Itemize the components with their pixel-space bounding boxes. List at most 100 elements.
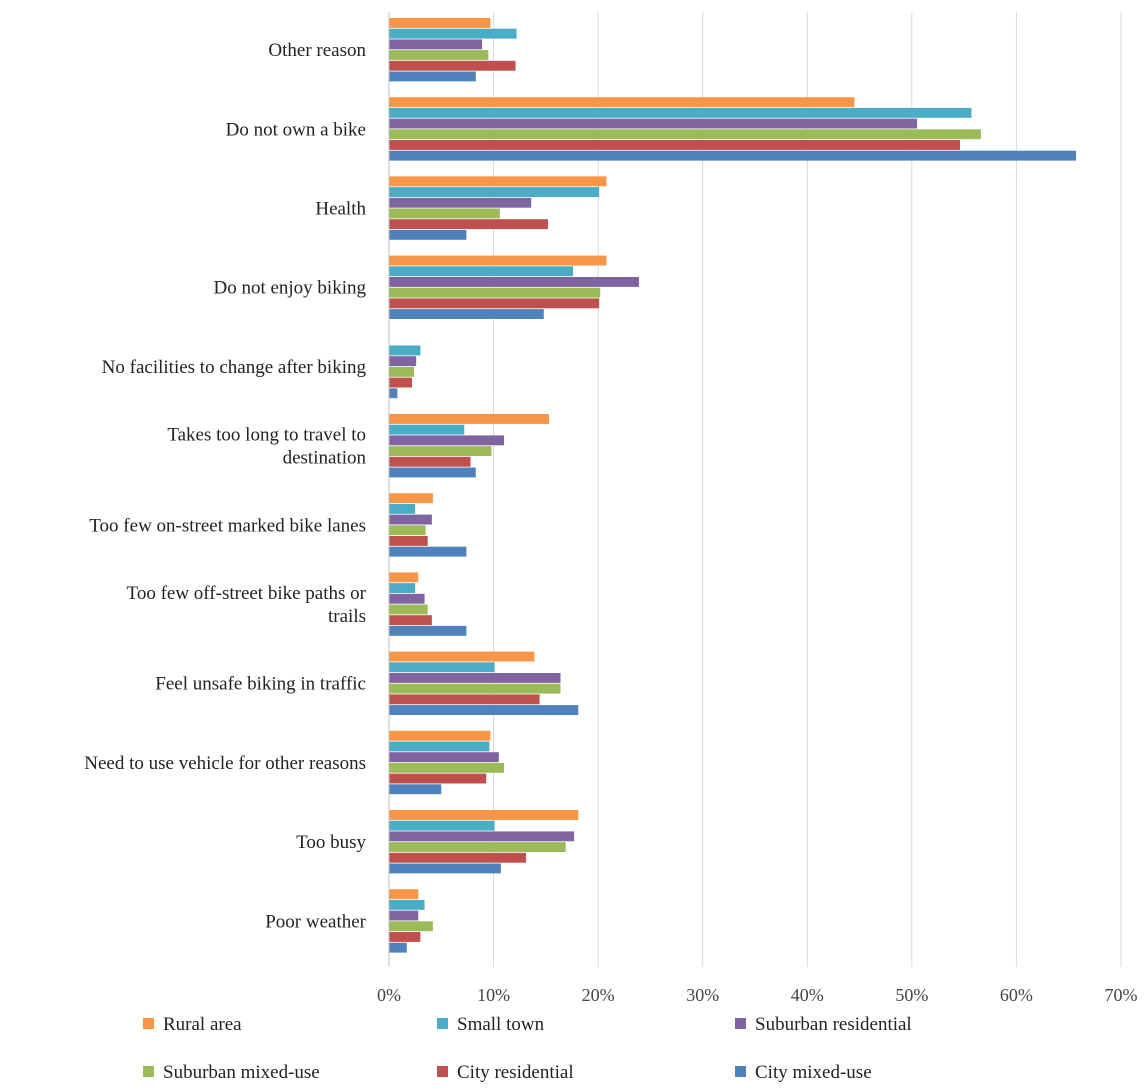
bar <box>389 287 601 298</box>
bar <box>389 503 416 514</box>
bar <box>389 932 421 942</box>
bar <box>389 255 607 266</box>
category-labels: Other reason Do not own a bike Health Do no… <box>84 40 366 932</box>
bar <box>389 140 960 150</box>
bar <box>389 615 432 626</box>
bar <box>389 536 428 546</box>
bar <box>389 752 499 763</box>
legend-item: City mixed-use <box>735 1062 872 1083</box>
bar <box>389 921 433 932</box>
bar <box>389 467 476 478</box>
bar <box>389 39 483 50</box>
legend-swatch <box>143 1066 154 1077</box>
legend-item: Rural area <box>143 1014 242 1035</box>
bar <box>389 107 972 118</box>
category-label: Too few on-street marked bike lanes <box>89 515 366 536</box>
bar <box>389 377 413 388</box>
bar <box>389 356 417 367</box>
bar <box>389 784 442 795</box>
legend-item: Suburban mixed-use <box>143 1062 320 1083</box>
bar <box>389 604 428 615</box>
bar <box>389 150 1077 161</box>
bar <box>389 424 465 435</box>
bar <box>389 456 471 467</box>
bar <box>389 366 415 377</box>
bar <box>389 525 426 536</box>
bar <box>389 309 544 319</box>
legend-item: Suburban residential <box>735 1014 912 1035</box>
bar <box>389 583 416 593</box>
legend-swatch <box>437 1018 448 1029</box>
x-tick-label: 10% <box>477 985 510 1005</box>
bar <box>389 762 505 773</box>
legend-swatch <box>735 1018 746 1029</box>
bar <box>389 572 419 583</box>
legend-label: City mixed-use <box>755 1062 872 1083</box>
legend-swatch <box>143 1018 154 1029</box>
bar <box>389 60 516 71</box>
bar <box>389 863 501 874</box>
bar <box>389 889 419 900</box>
category-label: Do not enjoy biking <box>213 278 366 299</box>
x-tick-label: 40% <box>791 985 824 1005</box>
bar <box>389 899 425 910</box>
bar <box>389 414 549 424</box>
x-tick-label: 20% <box>582 985 615 1005</box>
legend-label: Small town <box>457 1014 545 1035</box>
bar <box>389 219 548 230</box>
category-label: trails <box>328 606 366 627</box>
bar <box>389 208 500 219</box>
bar <box>389 50 489 60</box>
category-label: destination <box>283 448 367 469</box>
bar <box>389 683 561 694</box>
bar <box>389 71 476 82</box>
bar <box>389 694 540 705</box>
bar <box>389 662 495 673</box>
legend-label: Suburban residential <box>755 1014 912 1035</box>
legend-item: City residential <box>437 1062 574 1083</box>
x-tick-label: 30% <box>686 985 719 1005</box>
gridlines <box>493 12 1122 967</box>
x-tick-label: 70% <box>1105 985 1138 1005</box>
category-label: Other reason <box>268 40 366 61</box>
bar <box>389 298 600 309</box>
bar <box>389 446 492 456</box>
bar <box>389 493 433 504</box>
category-label: Feel unsafe biking in traffic <box>155 674 366 695</box>
bar <box>389 197 532 208</box>
bar <box>389 129 981 140</box>
bar <box>389 910 419 921</box>
legend-swatch <box>735 1066 746 1077</box>
category-label: Poor weather <box>265 911 366 932</box>
bar <box>389 97 855 108</box>
bar <box>389 266 574 277</box>
legend-label: City residential <box>457 1062 574 1083</box>
legend-label: Suburban mixed-use <box>163 1062 320 1083</box>
bar <box>389 810 579 820</box>
bar <box>389 942 407 953</box>
bar <box>389 435 505 446</box>
bar <box>389 705 579 715</box>
bar <box>389 277 639 287</box>
x-tick-label: 60% <box>1000 985 1033 1005</box>
legend: Rural area Small town Suburban residential… <box>143 1014 912 1083</box>
bar <box>389 18 491 28</box>
bar <box>389 625 467 636</box>
legend-item: Small town <box>437 1014 545 1035</box>
category-label: Need to use vehicle for other reasons <box>84 753 366 774</box>
category-label: Too busy <box>296 832 366 853</box>
bar <box>389 514 432 525</box>
bar <box>389 176 607 187</box>
bar <box>389 118 918 129</box>
bars <box>389 18 1077 953</box>
legend-label: Rural area <box>163 1014 242 1035</box>
bar <box>389 820 495 831</box>
x-tick-label: 0% <box>377 985 401 1005</box>
bar <box>389 852 526 863</box>
category-label: No facilities to change after biking <box>102 357 367 378</box>
x-tick-label: 50% <box>895 985 928 1005</box>
bar <box>389 651 535 662</box>
category-label: Takes too long to travel to <box>167 425 366 446</box>
bar <box>389 730 491 741</box>
